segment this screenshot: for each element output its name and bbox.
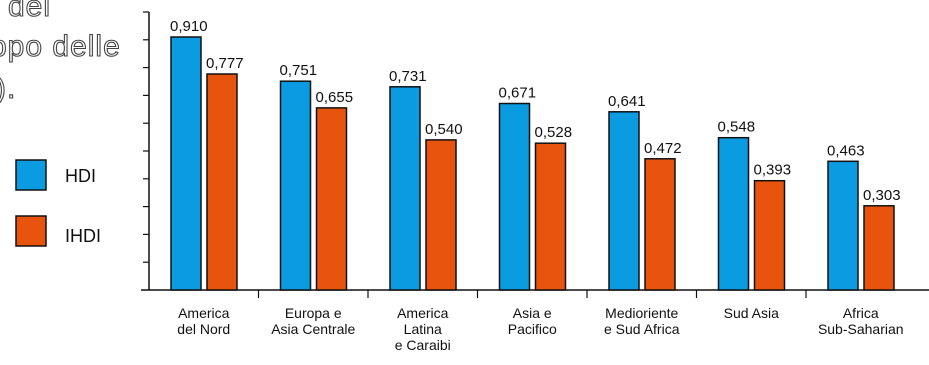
- category-label-0: America del Nord: [177, 305, 230, 337]
- value-label-ihdi-6: 0,303: [863, 187, 901, 204]
- value-label-hdi-4: 0,641: [608, 93, 646, 110]
- bar-ihdi-3: [534, 142, 567, 291]
- bar-ihdi-6: [863, 205, 895, 291]
- value-label-ihdi-5: 0,393: [754, 162, 792, 179]
- value-label-hdi-6: 0,463: [827, 142, 865, 159]
- legend: HDI IHDI: [15, 159, 101, 247]
- bar-hdi-4: [608, 111, 640, 291]
- legend-label-hdi: HDI: [65, 166, 96, 186]
- value-label-ihdi-1: 0,655: [316, 89, 354, 106]
- bar-hdi-0: [170, 36, 202, 291]
- value-label-hdi-3: 0,671: [499, 85, 537, 102]
- bars: [170, 36, 895, 291]
- value-label-ihdi-2: 0,540: [425, 121, 463, 138]
- y-ticks: [143, 11, 149, 263]
- category-label-4: Medioriente e Sud Africa: [604, 305, 680, 337]
- category-label-6: Africa Sub-Saharian: [818, 305, 904, 337]
- category-label-1: Europa e Asia Centrale: [271, 305, 355, 337]
- bar-ihdi-0: [206, 73, 238, 291]
- bar-hdi-6: [827, 160, 859, 291]
- value-label-hdi-2: 0,731: [389, 68, 427, 85]
- bar-hdi-5: [717, 136, 750, 291]
- legend-swatch-hdi: [15, 159, 47, 191]
- category-labels: America del Nord Europa e Asia Centrale Amer…: [177, 305, 903, 353]
- bar-hdi-3: [498, 102, 531, 291]
- value-label-ihdi-3: 0,528: [535, 124, 573, 141]
- value-labels: 0,910 0,777 0,751 0,655 0,731 0,540 0,671 0,528…: [170, 18, 901, 204]
- category-label-3: Asia e Pacifico: [508, 305, 557, 337]
- caption-fragment-line-1: del: [8, 0, 51, 23]
- value-label-ihdi-0: 0,777: [206, 55, 244, 72]
- caption-fragment-line-3: ).: [0, 72, 16, 105]
- value-label-hdi-5: 0,548: [718, 119, 756, 136]
- category-label-2: America Latina e Caraibi: [395, 305, 451, 353]
- bar-ihdi-2: [425, 139, 457, 291]
- value-label-ihdi-4: 0,472: [644, 140, 682, 157]
- x-ticks: [257, 290, 807, 298]
- bar-ihdi-4: [644, 158, 676, 291]
- caption-fragment-line-2: ppo delle: [0, 30, 121, 63]
- value-label-hdi-1: 0,751: [280, 62, 318, 79]
- bar-hdi-1: [279, 80, 312, 291]
- bar-ihdi-5: [753, 179, 786, 291]
- value-label-hdi-0: 0,910: [170, 18, 208, 35]
- category-label-5: Sud Asia: [724, 305, 779, 321]
- legend-label-ihdi: IHDI: [65, 226, 101, 246]
- bar-hdi-2: [389, 86, 421, 291]
- bar-ihdi-1: [315, 107, 348, 291]
- legend-swatch-ihdi: [15, 215, 47, 247]
